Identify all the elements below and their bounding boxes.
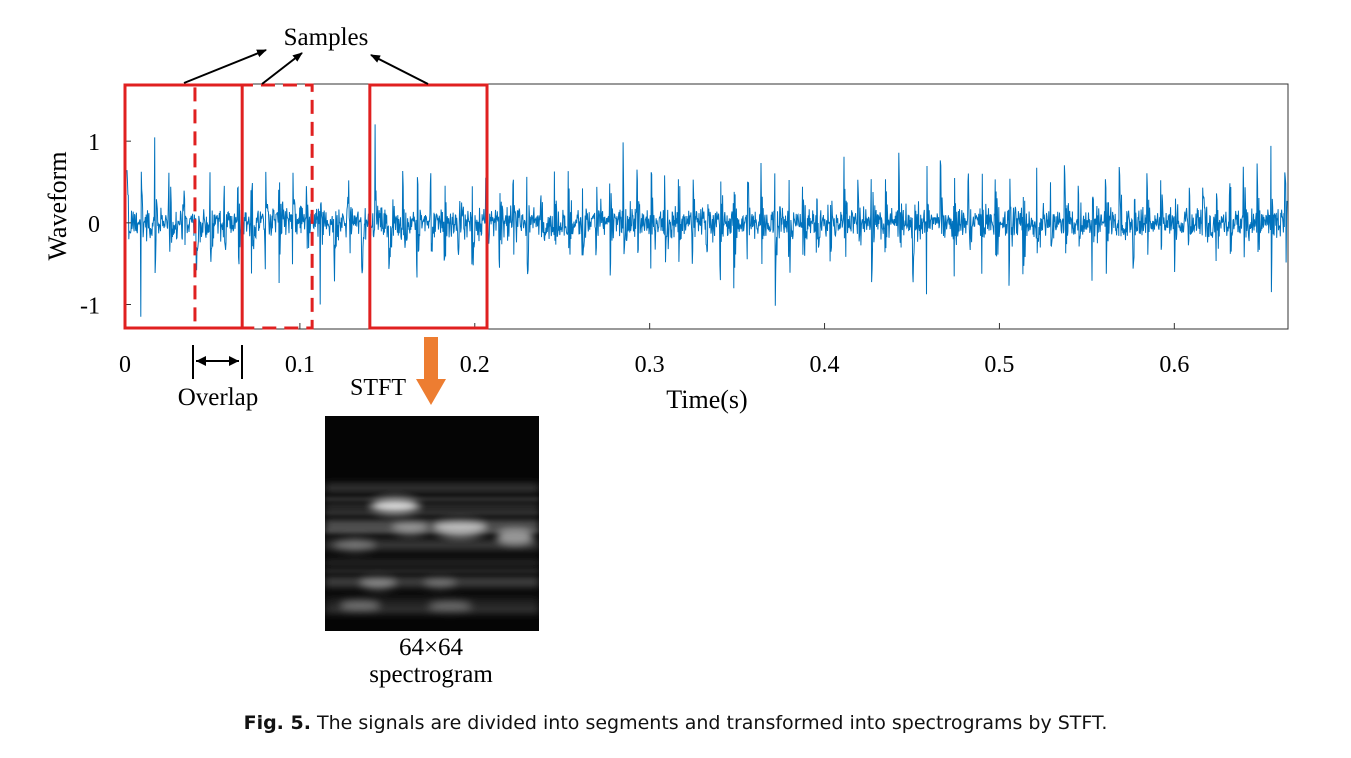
- caption-label: Fig. 5.: [243, 712, 311, 734]
- x-tick-label: 0: [119, 352, 131, 378]
- x-tick-label: 0.4: [810, 352, 840, 378]
- overlap-marker: [192, 345, 243, 379]
- spectrogram-name-label: spectrogram: [369, 661, 493, 688]
- caption-text: The signals are divided into segments an…: [317, 712, 1108, 734]
- x-tick-label: 0.2: [460, 352, 490, 378]
- x-axis-label: Time(s): [666, 385, 747, 414]
- x-tick-label: 0.5: [984, 352, 1014, 378]
- y-axis-label: Waveform: [43, 151, 72, 260]
- figure-caption: Fig. 5. The signals are divided into seg…: [0, 712, 1351, 734]
- stft-arrow: [416, 337, 446, 405]
- sample-windows: [123, 83, 489, 330]
- x-tick-label: 0.1: [285, 352, 315, 378]
- samples-arrow-1: [183, 49, 267, 84]
- figure: 0 0.1 0.2 0.3 0.4 0.5 0.6 1 0 -1 Time(s) Wavefor…: [43, 24, 1289, 688]
- y-tick-label: 1: [88, 130, 100, 156]
- spectrogram-size-label: 64×64: [399, 634, 464, 661]
- x-tick-label: 0.6: [1159, 352, 1189, 378]
- y-tick-label: 0: [88, 212, 100, 238]
- stft-label: STFT: [350, 375, 406, 401]
- waveform-signal: [126, 124, 1288, 317]
- sample-window-2: [193, 83, 314, 330]
- x-axis-ticks: 0 0.1 0.2 0.3 0.4 0.5 0.6: [119, 323, 1189, 378]
- sample-window-3: [368, 83, 489, 330]
- sample-window-1: [123, 83, 244, 330]
- overlap-label: Overlap: [178, 384, 259, 411]
- samples-arrow-3: [370, 54, 429, 85]
- y-axis-ticks: 1 0 -1: [80, 130, 131, 320]
- spectrogram-image: [325, 416, 539, 631]
- plot-frame: [124, 83, 1289, 330]
- waveform-plot: [126, 124, 1288, 317]
- y-tick-label: -1: [80, 294, 100, 320]
- samples-label: Samples: [284, 24, 369, 51]
- x-tick-label: 0.3: [635, 352, 665, 378]
- samples-arrow-2: [261, 52, 303, 85]
